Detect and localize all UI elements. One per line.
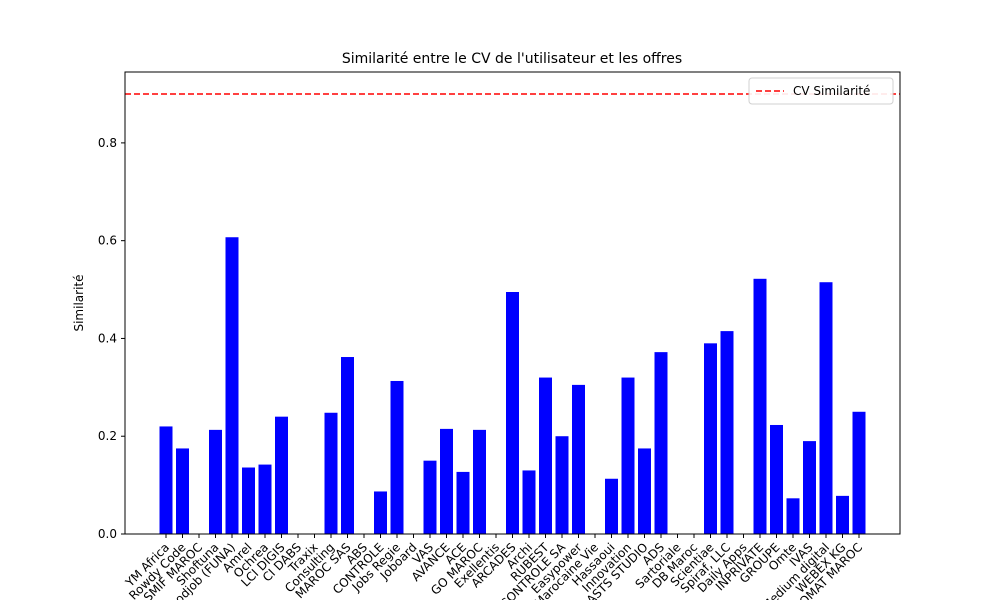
bar [621,377,635,534]
legend-label: CV Similarité [793,84,870,98]
bar [209,429,222,534]
y-tick-label: 0.0 [98,527,117,541]
y-tick-label: 0.4 [98,331,117,345]
legend-box [748,77,894,105]
y-tick-label: 0.6 [98,234,117,248]
bar [506,292,519,534]
bar [704,343,717,534]
bar [770,424,783,534]
bar [275,416,288,534]
y-tick-label: 0.2 [98,429,117,443]
bar [522,470,536,534]
bar [440,428,453,534]
axes-frame [124,71,901,535]
bar [225,237,239,534]
bar [654,352,668,534]
bar [720,331,734,534]
bar [390,380,404,534]
bar [819,282,833,534]
bar [473,429,486,534]
bar [605,478,618,534]
bar [324,412,338,534]
y-tick-label: 0.8 [98,136,117,150]
bar [159,426,173,534]
bar [242,467,255,534]
bar [555,436,569,534]
bar [341,357,354,534]
bar [572,384,585,534]
y-axis-label: Similarité [72,274,86,331]
bar [539,377,552,534]
bar [852,411,866,534]
bar [423,460,437,534]
bar [374,491,387,534]
bar [176,448,189,534]
bar [803,441,816,534]
bar [836,495,849,534]
bar [753,278,767,534]
bar [786,498,800,534]
bar [456,471,470,534]
bar [258,464,272,534]
bar [638,448,651,534]
chart-title: Similarité entre le CV de l'utilisateur … [342,51,682,67]
